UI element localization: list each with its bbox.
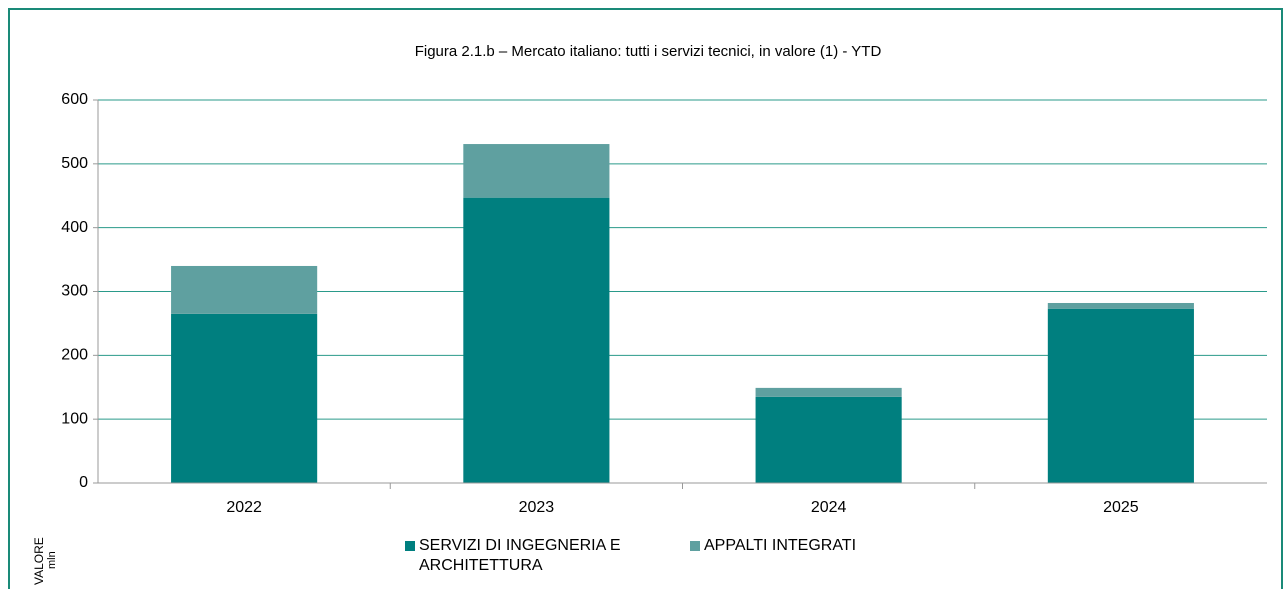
bar-segment — [1047, 308, 1194, 483]
y-axis-label: VALORE mln — [32, 537, 58, 585]
bar-segment — [463, 144, 610, 198]
y-tick-label: 400 — [61, 219, 88, 236]
x-tick-label: 2024 — [811, 499, 847, 516]
y-tick-label: 500 — [61, 155, 88, 172]
x-tick-label: 2025 — [1103, 499, 1139, 516]
bar-segment — [171, 265, 318, 314]
y-tick-label: 100 — [61, 410, 88, 427]
bar-segment — [1047, 302, 1194, 309]
legend-swatch — [405, 541, 415, 551]
legend-label: APPALTI INTEGRATI — [704, 537, 857, 554]
chart-title: Figura 2.1.b – Mercato italiano: tutti i… — [415, 43, 882, 60]
bar-segment — [755, 387, 902, 397]
x-tick-label: 2023 — [519, 499, 555, 516]
legend-swatch — [690, 541, 700, 551]
y-tick-label: 200 — [61, 347, 88, 364]
y-tick-label: 600 — [61, 91, 88, 108]
y-axis-title: VALORE — [32, 537, 46, 585]
legend-label: SERVIZI DI INGEGNERIA E ARCHITETTURA — [419, 537, 621, 574]
y-axis-unit: mln — [46, 551, 58, 569]
y-tick-label: 300 — [61, 283, 88, 300]
bar-segment — [463, 197, 610, 484]
y-tick-label: 0 — [79, 474, 88, 491]
bar-segment — [755, 396, 902, 483]
x-tick-label: 2022 — [226, 499, 262, 516]
bar-segment — [171, 313, 318, 483]
frame — [8, 8, 1283, 589]
